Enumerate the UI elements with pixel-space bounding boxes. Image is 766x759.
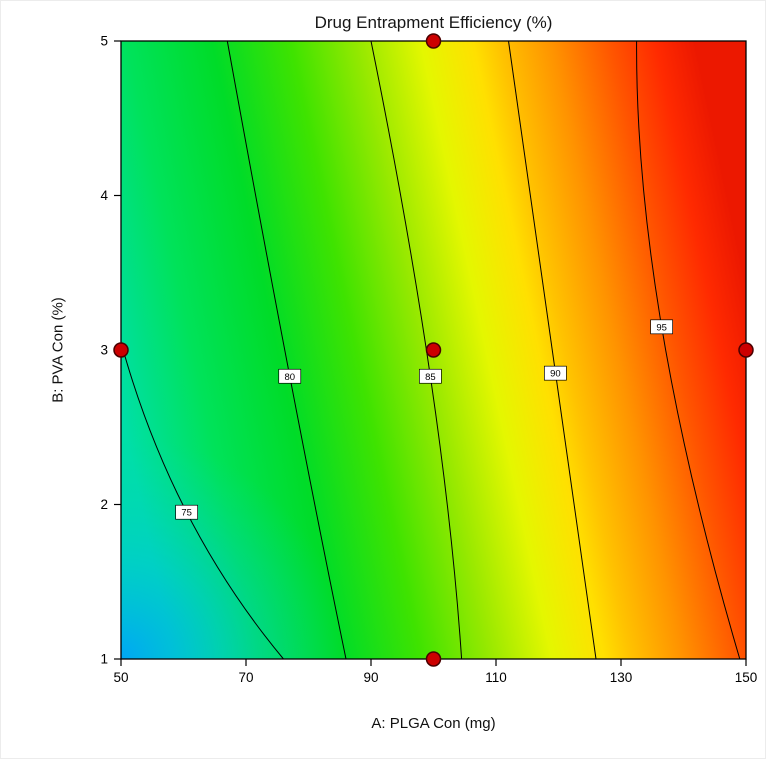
design-point xyxy=(425,651,442,667)
x-tick-label: 90 xyxy=(363,670,378,685)
contour-label-box xyxy=(650,319,673,335)
chart-title: Drug Entrapment Efficiency (%) xyxy=(314,13,553,32)
design-point xyxy=(113,342,129,358)
x-tick-label: 50 xyxy=(113,670,128,685)
contour-label: 85 xyxy=(425,372,436,383)
y-tick-label: 2 xyxy=(100,497,108,512)
y-axis-title: B: PVA Con (%) xyxy=(49,297,67,403)
y-tick-label: 1 xyxy=(100,652,108,667)
y-tick-label: 4 xyxy=(100,188,108,203)
contour-label-box xyxy=(278,368,302,384)
design-point xyxy=(738,342,754,358)
y-tick-label: 3 xyxy=(100,343,108,358)
contour-label: 90 xyxy=(550,369,561,380)
contour-label: 80 xyxy=(284,372,295,383)
contour-label-box xyxy=(175,504,198,520)
design-point xyxy=(425,33,442,49)
y-tick-label: 5 xyxy=(100,34,108,49)
contour-label-box xyxy=(419,368,442,384)
x-axis-title: A: PLGA Con (mg) xyxy=(371,715,496,732)
x-tick-label: 130 xyxy=(610,670,633,685)
contour-label: 75 xyxy=(181,508,192,519)
design-point xyxy=(425,342,442,358)
x-tick-label: 110 xyxy=(485,670,507,685)
contour-label-box xyxy=(544,365,567,381)
x-tick-label: 70 xyxy=(238,670,253,685)
contour-label: 95 xyxy=(656,322,667,333)
x-tick-label: 150 xyxy=(735,670,758,685)
plot-area: 75 80 85 90 95 50 70 90 110 130 150 1 2 3 4 5 xyxy=(100,33,757,685)
